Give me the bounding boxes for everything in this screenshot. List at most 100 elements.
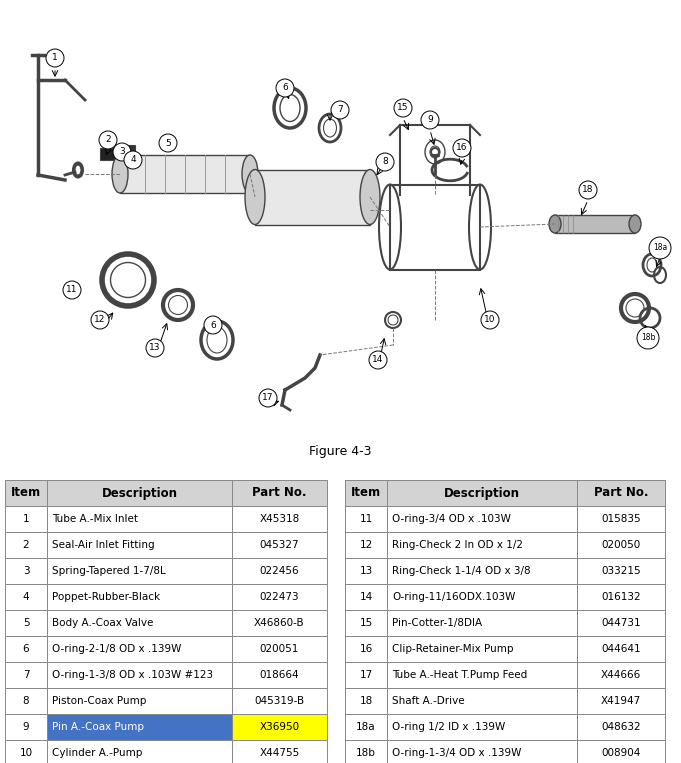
Bar <box>5 558 47 584</box>
Bar <box>47 584 232 610</box>
Text: Clip-Retainer-Mix Pump: Clip-Retainer-Mix Pump <box>392 644 513 654</box>
Text: 10: 10 <box>20 748 33 758</box>
Text: 015835: 015835 <box>601 514 641 524</box>
Ellipse shape <box>629 215 641 233</box>
Text: 15: 15 <box>360 618 373 628</box>
Bar <box>387 506 577 532</box>
Circle shape <box>637 327 659 349</box>
Text: Ring-Check 2 In OD x 1/2: Ring-Check 2 In OD x 1/2 <box>392 540 523 550</box>
Text: Item: Item <box>351 487 381 500</box>
Text: 18: 18 <box>582 185 594 195</box>
Circle shape <box>124 151 142 169</box>
Text: 033215: 033215 <box>601 566 641 576</box>
Bar <box>387 558 577 584</box>
Bar <box>390 185 480 270</box>
Bar <box>345 480 387 506</box>
Bar <box>5 688 47 714</box>
Bar <box>387 714 577 740</box>
Text: X45318: X45318 <box>259 514 300 524</box>
Text: Tube A.-Heat T.Pump Feed: Tube A.-Heat T.Pump Feed <box>392 670 527 680</box>
Bar <box>5 584 47 610</box>
Text: O-ring-1-3/4 OD x .139W: O-ring-1-3/4 OD x .139W <box>392 748 522 758</box>
Bar <box>47 714 232 740</box>
Ellipse shape <box>549 215 561 233</box>
Text: 044731: 044731 <box>601 618 641 628</box>
Text: O-ring-2-1/8 OD x .139W: O-ring-2-1/8 OD x .139W <box>52 644 181 654</box>
Bar <box>387 740 577 763</box>
Bar <box>255 170 370 225</box>
Text: Spring-Tapered 1-7/8L: Spring-Tapered 1-7/8L <box>52 566 165 576</box>
Text: 13: 13 <box>149 343 161 353</box>
Text: O-ring-1-3/8 OD x .103W #123: O-ring-1-3/8 OD x .103W #123 <box>52 670 213 680</box>
Circle shape <box>369 351 387 369</box>
Bar <box>387 688 577 714</box>
Bar <box>47 688 232 714</box>
Bar <box>387 480 577 506</box>
Text: X36950: X36950 <box>259 722 300 732</box>
Bar <box>232 480 327 506</box>
Text: 018664: 018664 <box>259 670 300 680</box>
Text: Item: Item <box>11 487 41 500</box>
Bar <box>387 584 577 610</box>
Text: Part No.: Part No. <box>252 487 306 500</box>
Text: 12: 12 <box>360 540 373 550</box>
Bar <box>577 584 665 610</box>
Text: O-ring-11/16ODX.103W: O-ring-11/16ODX.103W <box>392 592 516 602</box>
Text: 18a: 18a <box>356 722 376 732</box>
Bar <box>232 506 327 532</box>
Bar <box>345 558 387 584</box>
Text: O-ring 1/2 ID x .139W: O-ring 1/2 ID x .139W <box>392 722 505 732</box>
Bar <box>232 740 327 763</box>
Bar <box>577 532 665 558</box>
Text: 17: 17 <box>262 394 274 403</box>
Bar <box>5 662 47 688</box>
Circle shape <box>259 389 277 407</box>
Circle shape <box>91 311 109 329</box>
Text: Pin A.-Coax Pump: Pin A.-Coax Pump <box>52 722 144 732</box>
Bar <box>387 532 577 558</box>
Text: 10: 10 <box>484 315 496 324</box>
Ellipse shape <box>112 155 128 193</box>
Bar <box>47 532 232 558</box>
Text: 16: 16 <box>456 143 468 153</box>
Circle shape <box>113 143 131 161</box>
Circle shape <box>481 311 499 329</box>
Circle shape <box>649 237 671 259</box>
Text: 6: 6 <box>22 644 29 654</box>
Text: X44666: X44666 <box>601 670 641 680</box>
Text: Pin-Cotter-1/8DIA: Pin-Cotter-1/8DIA <box>392 618 482 628</box>
Bar <box>232 636 327 662</box>
Bar <box>345 688 387 714</box>
Bar <box>232 688 327 714</box>
Bar <box>345 662 387 688</box>
Bar <box>577 610 665 636</box>
Circle shape <box>394 99 412 117</box>
Circle shape <box>453 139 471 157</box>
Bar <box>5 740 47 763</box>
Bar <box>345 532 387 558</box>
Circle shape <box>376 153 394 171</box>
Text: 9: 9 <box>22 722 29 732</box>
Text: 045319-B: 045319-B <box>255 696 304 706</box>
Text: 18a: 18a <box>653 243 667 253</box>
Text: 2: 2 <box>22 540 29 550</box>
Text: 022473: 022473 <box>259 592 300 602</box>
Text: 5: 5 <box>165 139 171 147</box>
Bar <box>577 506 665 532</box>
Text: 3: 3 <box>119 147 125 156</box>
Bar <box>345 610 387 636</box>
Text: 7: 7 <box>22 670 29 680</box>
Text: Cylinder A.-Pump: Cylinder A.-Pump <box>52 748 142 758</box>
Text: Tube A.-Mix Inlet: Tube A.-Mix Inlet <box>52 514 138 524</box>
Bar <box>345 506 387 532</box>
Bar <box>345 714 387 740</box>
Text: X44755: X44755 <box>259 748 300 758</box>
Ellipse shape <box>245 169 265 224</box>
Text: 11: 11 <box>360 514 373 524</box>
Text: Seal-Air Inlet Fitting: Seal-Air Inlet Fitting <box>52 540 155 550</box>
Text: 16: 16 <box>360 644 373 654</box>
Ellipse shape <box>242 155 258 193</box>
Bar <box>47 480 232 506</box>
Bar <box>232 714 327 740</box>
Text: 14: 14 <box>360 592 373 602</box>
